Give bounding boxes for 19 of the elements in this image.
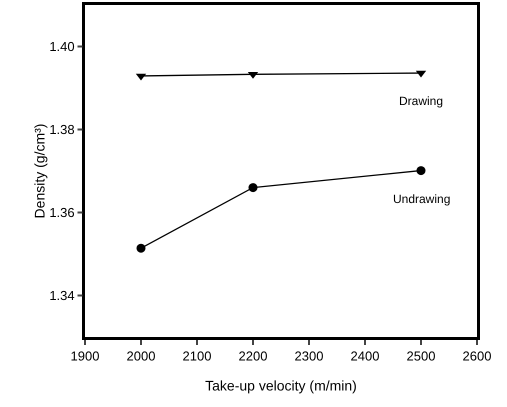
point xyxy=(416,166,426,176)
y-tick-label: 1.40 xyxy=(49,39,75,54)
x-tick-label: 1900 xyxy=(70,348,100,364)
x-tick-label: 2400 xyxy=(350,348,380,364)
point xyxy=(136,244,146,253)
series-label: Undrawing xyxy=(393,192,450,206)
x-tick-label: 2500 xyxy=(406,348,436,364)
x-axis-title: Take-up velocity (m/min) xyxy=(205,378,357,394)
y-tick-label: 1.36 xyxy=(49,205,75,220)
y-tick-label: 1.34 xyxy=(49,288,75,304)
series-label: Drawing xyxy=(399,94,444,108)
x-tick-label: 2000 xyxy=(126,348,156,364)
x-tick-label: 2100 xyxy=(182,348,212,364)
point xyxy=(248,183,258,192)
x-tick-label: 2600 xyxy=(462,348,492,364)
y-tick-label: 1.38 xyxy=(49,122,75,138)
x-tick-label: 2200 xyxy=(238,348,268,364)
y-axis-title: Density (g/cm³) xyxy=(31,124,48,218)
x-tick-label: 2300 xyxy=(294,348,324,364)
